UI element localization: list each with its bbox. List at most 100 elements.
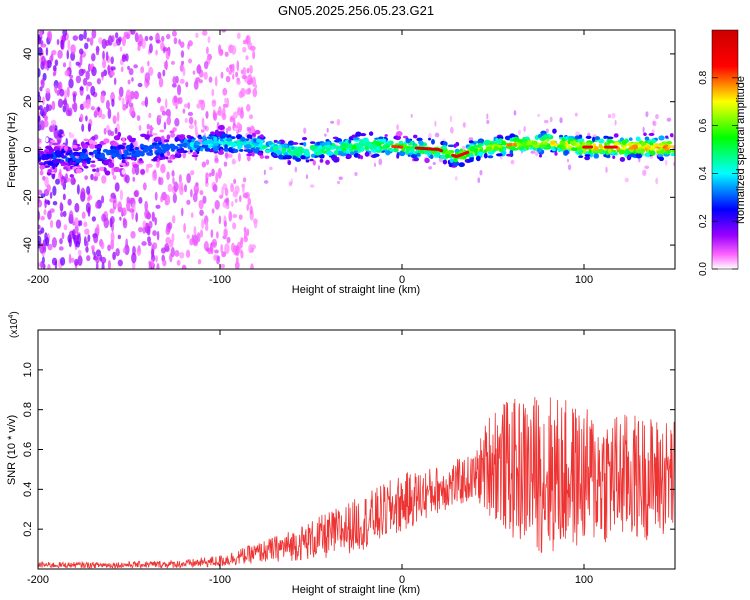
spectrogram-cell	[212, 146, 219, 152]
spectrogram-cell	[439, 149, 444, 153]
spectrogram-cell	[113, 77, 117, 86]
spectrogram-cell	[58, 246, 64, 251]
spectrogram-cell	[522, 137, 526, 142]
spectrogram-cell	[644, 147, 648, 152]
spectrogram-cell	[169, 253, 173, 263]
spectrogram-cell	[288, 181, 293, 187]
spectrogram-cell	[83, 138, 89, 142]
spectrogram-cell	[144, 72, 151, 84]
spectrogram-cell	[642, 169, 647, 176]
spectrogram-cell	[109, 197, 115, 203]
spectrogram-cell	[246, 67, 250, 74]
spectrogram-cell	[212, 184, 218, 193]
spectrogram-cell	[130, 30, 136, 35]
spectrogram-cell	[83, 221, 88, 228]
spectrogram-cell	[394, 135, 402, 141]
spectrogram-cell	[228, 64, 233, 70]
spectrogram-cell	[203, 125, 207, 130]
spectrogram-cell	[74, 202, 80, 213]
spectrogram-cell	[552, 128, 557, 134]
spectrogram-cell	[212, 109, 216, 119]
spectrogram-cell	[413, 134, 418, 139]
spectrogram-cell	[224, 187, 229, 197]
spectrogram-cell	[592, 149, 600, 153]
spectrogram-cell	[155, 49, 158, 56]
spectrogram-cell	[180, 50, 185, 58]
spectrogram-cell	[60, 163, 65, 167]
spectrogram-cell	[228, 147, 233, 153]
snr-xlabel: Height of straight line (km)	[292, 584, 420, 596]
colorbar-tick-label: 0.8	[698, 70, 709, 84]
spectrogram-cell	[229, 117, 234, 123]
spectrogram-cell	[321, 145, 326, 151]
spectrogram-cell	[50, 119, 57, 127]
spectrogram-cell	[150, 127, 154, 130]
spectrogram-cell	[156, 263, 160, 269]
spectrogram-cell	[55, 178, 61, 185]
spectrogram-cell	[79, 113, 84, 123]
spectrogram-cell	[160, 143, 164, 148]
spectrogram-cell	[187, 42, 190, 50]
spectrogram-cell	[210, 229, 214, 238]
spectrogram-cell	[201, 117, 205, 128]
spectrogram-cell	[122, 137, 126, 143]
spectrogram-cell	[183, 184, 188, 193]
spectrogram-cell	[115, 150, 120, 156]
spectrogram-cell	[211, 238, 218, 249]
spectrogram-cell	[137, 82, 143, 88]
spectrogram-cell	[190, 189, 193, 198]
spectrogram-cell	[226, 67, 230, 73]
spectrogram-cell	[233, 127, 239, 131]
spectrogram-cell	[309, 184, 315, 188]
spectrogram-cell	[193, 184, 200, 194]
x-tick-label: -200	[27, 574, 49, 586]
spectrogram-cell	[211, 88, 215, 97]
spectrogram-cell	[101, 213, 107, 223]
spectrogram-cell	[449, 115, 453, 123]
spectrogram-cell	[347, 144, 352, 148]
spectrogram-cell	[177, 149, 184, 154]
spectrogram-cell	[294, 152, 301, 157]
spectrogram-cell	[536, 147, 542, 153]
spectrogram-cell	[90, 245, 96, 250]
spectrogram-cell	[487, 150, 495, 155]
spectrogram-cell	[431, 139, 435, 145]
spectrogram-cell	[92, 168, 97, 172]
spectrogram-cell	[169, 156, 174, 160]
spectrogram-cell	[218, 49, 224, 57]
spectrogram-cell	[158, 77, 164, 88]
spectrogram-cell	[237, 106, 241, 113]
spectrogram-cell	[104, 170, 111, 176]
spectrogram-cell	[198, 136, 204, 140]
spectrogram-cell	[82, 101, 87, 109]
spectrogram-cell	[83, 165, 89, 169]
spectrogram-cell	[49, 148, 55, 153]
spectrogram-cell	[41, 55, 46, 65]
colorbar-tick-label: 0.0	[698, 262, 709, 276]
spectrogram-cell	[222, 201, 227, 208]
spectrogram-cell	[185, 81, 189, 88]
spectrogram-cell	[148, 43, 153, 54]
spectrogram-cell	[103, 127, 107, 135]
spectrogram-cell	[618, 149, 626, 155]
spectrogram-cell	[199, 190, 204, 196]
spectrogram-cell	[199, 229, 204, 238]
spectrogram-cell	[250, 263, 254, 269]
spectrogram-cell	[552, 143, 558, 147]
spectrogram-cell	[177, 97, 183, 104]
spectrogram-cell	[150, 254, 156, 263]
spectrogram-cell	[60, 256, 66, 266]
spectrogram-cell	[592, 134, 597, 138]
spectrogram-cell	[220, 149, 224, 154]
spectrogram-cell	[434, 132, 440, 138]
spectrogram-cell	[224, 152, 228, 159]
spectrogram-cell	[531, 140, 538, 145]
spectrogram-cell	[396, 124, 399, 131]
spectrogram-cell	[123, 153, 128, 158]
spectrogram-cell	[129, 105, 135, 117]
spectrogram-cell	[64, 89, 68, 100]
spectrogram-cell	[214, 154, 219, 162]
spectrogram-cell	[523, 126, 526, 132]
figure-title: GN05.2025.256.05.23.G21	[278, 3, 434, 18]
spectrogram-cell	[264, 155, 270, 159]
